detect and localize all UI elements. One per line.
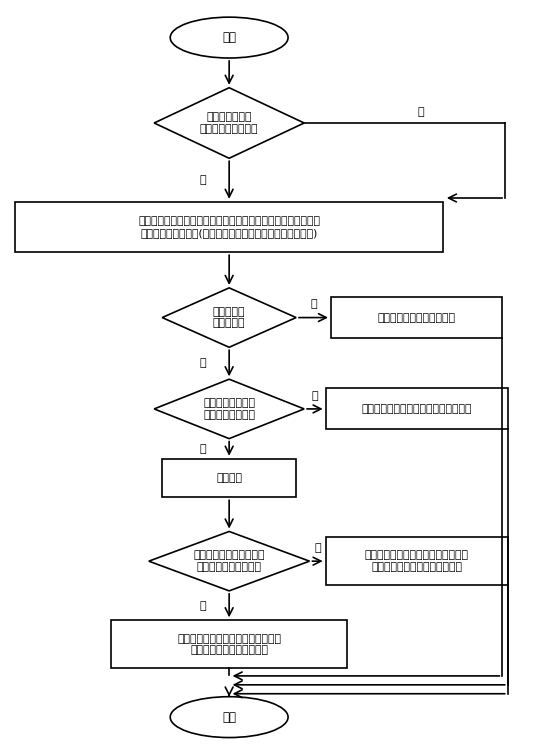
Bar	[15, 202, 443, 252]
Text: 否: 否	[199, 358, 206, 368]
Polygon shape	[149, 532, 310, 591]
Text: 否: 否	[314, 543, 321, 553]
Text: 结束: 结束	[222, 710, 236, 724]
Ellipse shape	[170, 697, 288, 737]
Text: 转发编码后的数据流至参与本次网络
编码的各数据流的下游节点: 转发编码后的数据流至参与本次网络 编码的各数据流的下游节点	[177, 634, 281, 655]
Bar	[112, 620, 347, 668]
Bar	[325, 388, 508, 430]
Text: 当前节点利用侦听到的数据流，通过网络译码尽可能消除参与网
络编码的其它数据流(这些数据流的路由线路不经过当前节点): 当前节点利用侦听到的数据流，通过网络译码尽可能消除参与网 络编码的其它数据流(这…	[138, 216, 320, 238]
Bar	[331, 297, 502, 338]
Text: 时分分别转发编码和未参与本次网络
编码的数据流至其各自下游节点: 时分分别转发编码和未参与本次网络 编码的数据流至其各自下游节点	[364, 550, 468, 572]
Text: 开始: 开始	[222, 31, 236, 44]
Polygon shape	[154, 379, 304, 439]
Text: 否: 否	[312, 391, 318, 400]
Polygon shape	[162, 288, 296, 347]
Text: 转发该数据流至其下游节点: 转发该数据流至其下游节点	[378, 312, 456, 323]
Polygon shape	[154, 88, 304, 158]
Bar	[162, 459, 296, 497]
Text: 是否仅接收
单个数据流: 是否仅接收 单个数据流	[213, 306, 245, 328]
Ellipse shape	[170, 17, 288, 58]
Text: 判断多个数据流间
可否进行网络编码: 判断多个数据流间 可否进行网络编码	[203, 398, 255, 420]
Text: 当前节点是否接
收到网络编码数据流: 当前节点是否接 收到网络编码数据流	[200, 112, 258, 134]
Text: 是: 是	[310, 299, 317, 309]
Text: 是: 是	[199, 175, 206, 185]
Text: 时分分别转发每个数据流至其下游节点: 时分分别转发每个数据流至其下游节点	[361, 404, 472, 414]
Text: 网络编码: 网络编码	[216, 473, 242, 483]
Bar	[325, 537, 508, 585]
Text: 是否流经当前节点的所有
数据流均参与网络编码: 是否流经当前节点的所有 数据流均参与网络编码	[194, 550, 265, 572]
Text: 是: 是	[199, 601, 206, 611]
Text: 是: 是	[199, 444, 206, 454]
Text: 否: 否	[417, 107, 424, 117]
